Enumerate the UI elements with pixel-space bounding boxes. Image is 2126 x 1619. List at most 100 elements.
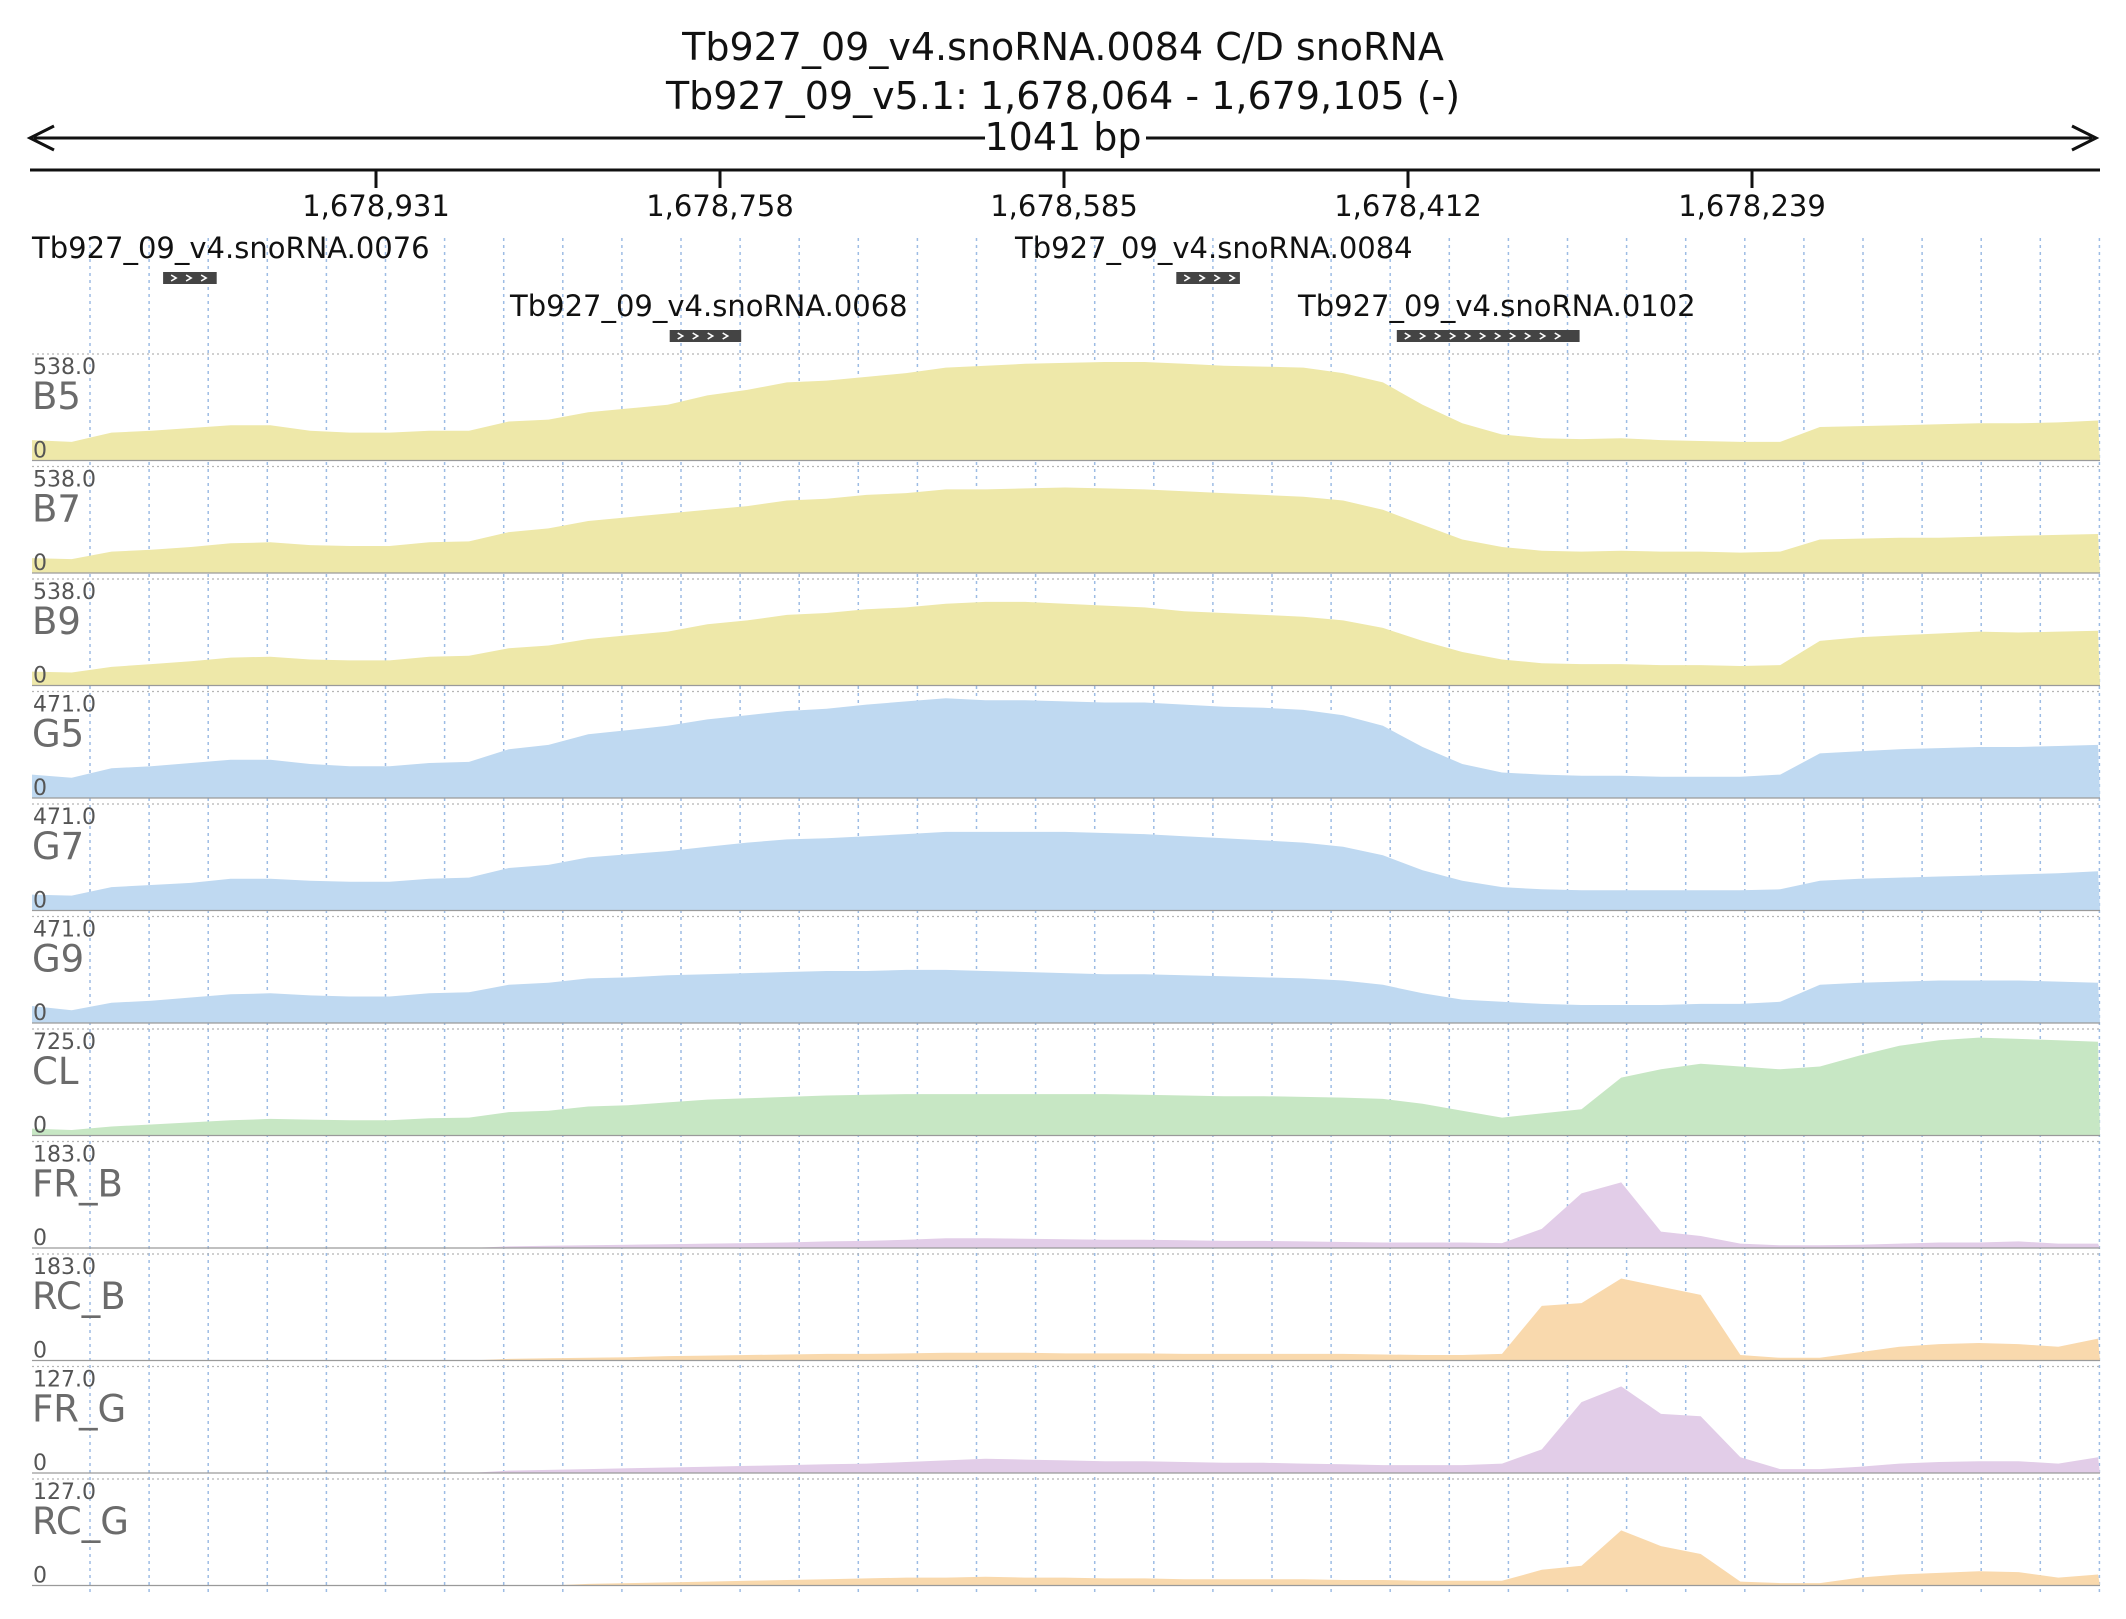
- track-scale-max: 471.0: [33, 693, 96, 718]
- track-rc-g: 127.0RC_G 0: [32, 1478, 2100, 1589]
- track-g9: 471.0G9 0: [32, 915, 2100, 1026]
- track-b7: 538.0B7 0: [32, 465, 2100, 576]
- ruler-tick-label: 1,678,758: [646, 189, 794, 223]
- strand-chevron-icon: [1509, 332, 1517, 340]
- track-b9: 538.0B9 0: [32, 578, 2100, 689]
- track-name: G7: [32, 825, 84, 868]
- track-scale-max: 127.0: [33, 1480, 96, 1505]
- coverage-area: [32, 969, 2100, 1023]
- gene-label: Tb927_09_v4.snoRNA.0068: [509, 289, 908, 323]
- track-name: FR_G: [32, 1388, 126, 1431]
- track-name: RC_B: [32, 1275, 126, 1318]
- strand-chevron-icon: [707, 332, 715, 340]
- track-scale-zero: 0: [33, 776, 47, 801]
- strand-chevron-icon: [1539, 332, 1547, 340]
- coverage-area: [32, 1278, 2100, 1361]
- gene-feature[interactable]: Tb927_09_v4.snoRNA.0102: [1297, 289, 1696, 342]
- gene-bar: [1176, 272, 1240, 284]
- track-scale-zero: 0: [33, 1339, 47, 1364]
- strand-chevron-icon: [677, 332, 685, 340]
- strand-chevron-icon: [200, 274, 208, 282]
- track-scale-zero: 0: [33, 551, 47, 576]
- gene-bar: [1396, 330, 1580, 342]
- track-scale-max: 183.0: [33, 1143, 96, 1168]
- gene-feature[interactable]: Tb927_09_v4.snoRNA.0084: [1014, 231, 1413, 284]
- track-scale-zero: 0: [33, 439, 47, 464]
- track-scale-max: 127.0: [33, 1368, 96, 1393]
- track-scale-zero: 0: [33, 1226, 47, 1251]
- track-scale-max: 538.0: [33, 355, 96, 380]
- track-name: CL: [32, 1050, 79, 1093]
- ruler-ticks: 1,678,931 1,678,758 1,678,585 1,678,412 1,67…: [302, 170, 1826, 223]
- gene-feature[interactable]: Tb927_09_v4.snoRNA.0068: [509, 289, 908, 342]
- strand-chevron-icon: [722, 332, 730, 340]
- span-arrow: 1041 bp: [26, 115, 2100, 159]
- gene-label: Tb927_09_v4.snoRNA.0102: [1297, 289, 1696, 323]
- feature-title: Tb927_09_v4.snoRNA.0084 C/D snoRNA: [681, 25, 1444, 69]
- gene-feature[interactable]: Tb927_09_v4.snoRNA.0076: [31, 231, 430, 284]
- strand-chevron-icon: [1464, 332, 1472, 340]
- strand-chevron-icon: [1183, 274, 1191, 282]
- arrow-left-icon: [26, 124, 55, 152]
- track-scale-zero: 0: [33, 889, 47, 914]
- strand-chevron-icon: [1479, 332, 1487, 340]
- track-scale-max: 471.0: [33, 918, 96, 943]
- span-label: 1041 bp: [984, 115, 1141, 159]
- track-scale-max: 183.0: [33, 1255, 96, 1280]
- ruler-tick-label: 1,678,585: [990, 189, 1138, 223]
- strand-chevron-icon: [1434, 332, 1442, 340]
- strand-chevron-icon: [1449, 332, 1457, 340]
- coverage-area: [32, 1530, 2100, 1586]
- coverage-area: [32, 831, 2100, 911]
- ruler: 1,678,931 1,678,758 1,678,585 1,678,412 1,67…: [30, 168, 2100, 223]
- track-name: G9: [32, 938, 84, 981]
- track-fr-b: 183.0FR_B 0: [32, 1140, 2100, 1251]
- track-scale-zero: 0: [33, 664, 47, 689]
- strand-chevron-icon: [1198, 274, 1206, 282]
- strand-chevron-icon: [1228, 274, 1236, 282]
- track-g5: 471.0G5 0: [32, 690, 2100, 801]
- track-scale-max: 725.0: [33, 1030, 96, 1055]
- coverage-area: [32, 487, 2100, 573]
- strand-chevron-icon: [1524, 332, 1532, 340]
- coverage-area: [32, 698, 2100, 798]
- strand-chevron-icon: [170, 274, 178, 282]
- track-rc-b: 183.0RC_B 0: [32, 1253, 2100, 1364]
- track-scale-zero: 0: [33, 1451, 47, 1476]
- track-scale-max: 538.0: [33, 468, 96, 493]
- ruler-tick-label: 1,678,239: [1678, 189, 1826, 223]
- track-name: B5: [32, 375, 81, 418]
- track-name: FR_B: [32, 1163, 123, 1206]
- coverage-area: [32, 1182, 2100, 1248]
- strand-chevron-icon: [1494, 332, 1502, 340]
- track-scale-zero: 0: [33, 1564, 47, 1589]
- strand-chevron-icon: [1419, 332, 1427, 340]
- track-fr-g: 127.0FR_G 0: [32, 1365, 2100, 1476]
- strand-chevron-icon: [692, 332, 700, 340]
- coverage-tracks: 538.0B50538.0B70538.0B90471.0G50471.0G70…: [32, 353, 2100, 1589]
- gene-label: Tb927_09_v4.snoRNA.0076: [31, 231, 430, 265]
- track-scale-max: 471.0: [33, 805, 96, 830]
- ruler-tick-label: 1,678,931: [302, 189, 450, 223]
- track-g7: 471.0G7 0: [32, 803, 2100, 914]
- track-name: RC_G: [32, 1500, 129, 1543]
- gene-track: Tb927_09_v4.snoRNA.0076 Tb927_09_v4.snoRN…: [31, 231, 1696, 342]
- track-cl: 725.0CL 0: [32, 1028, 2100, 1139]
- ruler-tick-label: 1,678,412: [1334, 189, 1482, 223]
- track-name: B9: [32, 600, 81, 643]
- coverage-area: [32, 1037, 2100, 1136]
- track-scale-zero: 0: [33, 1114, 47, 1139]
- locus-label: Tb927_09_v5.1: 1,678,064 - 1,679,105 (-): [665, 74, 1460, 118]
- coverage-area: [32, 601, 2100, 686]
- strand-chevron-icon: [1213, 274, 1221, 282]
- track-scale-max: 538.0: [33, 580, 96, 605]
- track-name: B7: [32, 488, 81, 531]
- strand-chevron-icon: [1404, 332, 1412, 340]
- gene-bar: [669, 330, 742, 342]
- track-scale-zero: 0: [33, 1001, 47, 1026]
- track-name: G5: [32, 713, 84, 756]
- arrow-right-icon: [2071, 124, 2100, 152]
- strand-chevron-icon: [185, 274, 193, 282]
- gene-label: Tb927_09_v4.snoRNA.0084: [1014, 231, 1413, 265]
